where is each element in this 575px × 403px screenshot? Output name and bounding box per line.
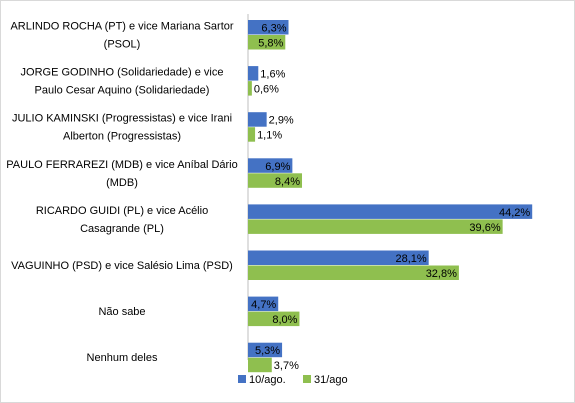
category-label-line: JULIO KAMINSKI (Progressistas) e vice Ir… bbox=[12, 113, 232, 125]
legend-swatch bbox=[303, 375, 311, 383]
labels-layer: ARLINDO ROCHA (PT) e vice Mariana Sartor… bbox=[6, 21, 530, 373]
bar-series-2 bbox=[248, 81, 252, 96]
data-label: 39,6% bbox=[469, 222, 500, 234]
legend: 10/ago. 31/ago bbox=[238, 374, 348, 386]
data-label: 1,6% bbox=[260, 69, 285, 81]
bar-series-1 bbox=[248, 112, 267, 127]
category-label: ARLINDO ROCHA (PT) e vice Mariana Sartor… bbox=[10, 21, 233, 51]
bar-series-2 bbox=[248, 173, 303, 188]
category-label-line: PAULO FERRAREZI (MDB) e vice Aníbal Dári… bbox=[6, 159, 237, 171]
bar-series-2 bbox=[248, 35, 286, 50]
category-label: JULIO KAMINSKI (Progressistas) e vice Ir… bbox=[12, 113, 232, 143]
data-label: 5,3% bbox=[255, 345, 280, 357]
legend-label: 10/ago. bbox=[249, 374, 286, 386]
category-label-line: Não sabe bbox=[98, 306, 145, 318]
data-label: 5,8% bbox=[258, 38, 283, 50]
bar-series-2 bbox=[248, 311, 300, 327]
category-label: RICARDO GUIDI (PL) e vice Acélio Casagran… bbox=[36, 205, 208, 235]
category-label: PAULO FERRAREZI (MDB) e vice Aníbal Dári… bbox=[6, 159, 237, 189]
bar-series-1 bbox=[248, 296, 279, 312]
data-label: 4,7% bbox=[251, 299, 276, 311]
bar-series-1 bbox=[248, 158, 293, 173]
data-label: 6,3% bbox=[261, 23, 286, 35]
data-label: 0,6% bbox=[254, 84, 279, 96]
data-label: 6,9% bbox=[265, 161, 290, 173]
category-label-line: RICARDO GUIDI (PL) e vice Acélio bbox=[36, 205, 208, 217]
data-label: 8,0% bbox=[272, 314, 297, 326]
bars-layer bbox=[248, 20, 533, 373]
legend-swatch bbox=[238, 375, 246, 383]
category-label: JORGE GODINHO (Solidariedade) e vice Paul… bbox=[21, 67, 224, 97]
category-label-line: ARLINDO ROCHA (PT) e vice Mariana Sartor bbox=[10, 21, 233, 33]
bar-series-1 bbox=[248, 204, 533, 219]
category-label-line: Casagrande (PL) bbox=[80, 223, 164, 235]
data-label: 1,1% bbox=[257, 130, 282, 142]
legend-label: 31/ago bbox=[314, 374, 348, 386]
category-label-line: JORGE GODINHO (Solidariedade) e vice bbox=[21, 67, 224, 79]
data-label: 32,8% bbox=[426, 268, 457, 280]
category-label-line: (PSOL) bbox=[104, 39, 141, 51]
category-label: Não sabe bbox=[98, 306, 145, 318]
data-label: 2,9% bbox=[269, 115, 294, 127]
data-label: 28,1% bbox=[395, 253, 426, 265]
category-label-line: VAGUINHO (PSD) e vice Salésio Lima (PSD) bbox=[11, 260, 233, 272]
data-label: 44,2% bbox=[499, 207, 530, 219]
bar-series-2 bbox=[248, 357, 272, 373]
category-label-line: Nenhum deles bbox=[87, 352, 158, 364]
bar-series-1 bbox=[248, 66, 259, 81]
bar-series-1 bbox=[248, 342, 283, 358]
category-label-line: (MDB) bbox=[106, 177, 138, 189]
bar-series-2 bbox=[248, 265, 459, 280]
category-label: VAGUINHO (PSD) e vice Salésio Lima (PSD) bbox=[11, 260, 233, 272]
bar-series-2 bbox=[248, 219, 503, 234]
bar-series-1 bbox=[248, 20, 289, 35]
category-label-line: Paulo Cesar Aquino (Solidariedade) bbox=[35, 85, 210, 97]
data-label: 3,7% bbox=[274, 360, 299, 372]
bar-series-1 bbox=[248, 250, 429, 265]
data-label: 8,4% bbox=[275, 176, 300, 188]
category-label: Nenhum deles bbox=[87, 352, 158, 364]
bar-series-2 bbox=[248, 127, 256, 142]
category-label-line: Alberton (Progressistas) bbox=[63, 131, 181, 143]
